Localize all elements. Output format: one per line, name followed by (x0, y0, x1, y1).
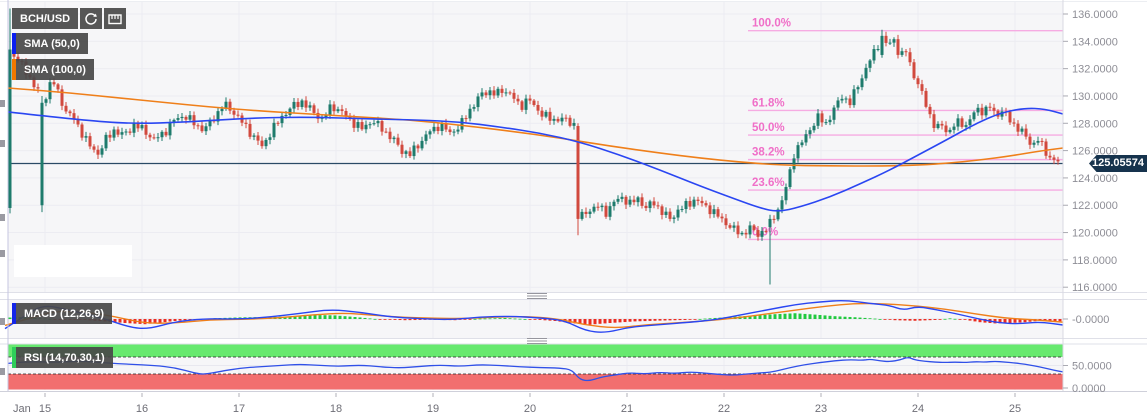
price-tick-label: 136.0000 (1072, 9, 1118, 21)
macd-line (4, 300, 1064, 333)
fib-level-label: 23.6% (752, 177, 785, 189)
symbol-toolbar: BCH/USD (12, 8, 127, 29)
sma50-label: SMA (50,0) (24, 37, 80, 50)
pane-background (8, 2, 1063, 292)
time-tick-label: 19 (427, 403, 439, 415)
time-tick-label: 20 (524, 403, 536, 415)
rsi-pane (7, 344, 1064, 390)
time-tick-label: 23 (815, 403, 827, 415)
sma100-color-swatch (12, 59, 16, 80)
price-tick-label: 128.0000 (1072, 118, 1118, 130)
fib-retracement[interactable]: 100.0% 61.8% 50.0% 38.2% 23.6% 0.0% (748, 18, 1063, 241)
scale-drag-mark[interactable] (0, 214, 5, 221)
fib-level-label: 38.2% (752, 147, 785, 159)
fib-level-label: 61.8% (752, 97, 785, 109)
watermark-blank (14, 245, 132, 277)
price-tick-label: 134.0000 (1072, 36, 1118, 48)
time-tick-label: 15 (39, 403, 51, 415)
indicator-tick-label: 0.0000 (1072, 383, 1106, 395)
time-tick-label: 18 (330, 403, 342, 415)
indicator-tick-label: -0.0000 (1072, 314, 1109, 326)
price-tick-label: 130.0000 (1072, 91, 1118, 103)
scale-drag-mark[interactable] (0, 140, 5, 147)
time-tick-label: 24 (912, 403, 924, 415)
rsi-line (7, 357, 1064, 382)
time-tick-label: 22 (718, 403, 730, 415)
rsi-color-swatch (12, 347, 16, 368)
rsi-overbought-band (8, 344, 1063, 357)
time-scale[interactable]: Jan 15 16 17 18 19 20 21 22 23 24 25 (13, 393, 1021, 415)
time-tick-label: 17 (233, 403, 245, 415)
last-price-badge: 125.05574 (1089, 154, 1147, 172)
symbol-text: BCH/USD (20, 12, 71, 25)
time-tick-label: 25 (1009, 403, 1021, 415)
price-tick-label: 124.0000 (1072, 173, 1118, 185)
pane-resize-handle-rsi[interactable] (527, 338, 547, 345)
measure-button[interactable] (104, 8, 127, 29)
price-tick-label: 118.0000 (1072, 255, 1117, 267)
time-tick-label: Jan (13, 403, 31, 415)
scale-drag-mark[interactable] (0, 368, 5, 375)
macd-pane (4, 300, 1064, 333)
last-price-text: 125.05574 (1092, 157, 1144, 170)
refresh-button[interactable] (80, 8, 103, 29)
price-tick-label: 116.0000 (1072, 282, 1117, 294)
macd-label: MACD (12,26,9) (24, 307, 105, 320)
measure-icon (108, 13, 122, 24)
rsi-label: RSI (14,70,30,1) (24, 351, 105, 364)
price-tick-label: 126.0000 (1072, 146, 1118, 158)
scale-drag-mark[interactable] (0, 250, 5, 257)
symbol-label: BCH/USD (12, 8, 79, 29)
price-tick-label: 122.0000 (1072, 200, 1118, 212)
indicator-tick-label: 50.0000 (1072, 361, 1112, 373)
fib-level-label: 50.0% (752, 122, 785, 134)
legend-sma50[interactable]: SMA (50,0) (12, 33, 88, 54)
scale-drag-mark[interactable] (0, 318, 5, 325)
scale-drag-mark[interactable] (0, 100, 5, 107)
price-tick-label: 120.0000 (1072, 228, 1118, 240)
sma50-line (7, 107, 1064, 212)
sma100-line (7, 87, 1064, 167)
price-scale[interactable]: 136.0000 134.0000 132.0000 130.0000 128.0000… (1063, 9, 1118, 395)
legend-rsi[interactable]: RSI (14,70,30,1) (12, 347, 113, 368)
fib-level-label: 100.0% (752, 18, 791, 30)
legend-macd[interactable]: MACD (12,26,9) (12, 303, 113, 324)
legend-sma100[interactable]: SMA (100,0) (12, 59, 94, 80)
time-tick-label: 16 (136, 403, 148, 415)
time-tick-label: 21 (621, 403, 633, 415)
price-tick-label: 132.0000 (1072, 64, 1118, 76)
rsi-oversold-band (8, 374, 1063, 390)
sma100-label: SMA (100,0) (24, 63, 86, 76)
refresh-icon (85, 12, 97, 25)
macd-color-swatch (12, 303, 16, 324)
sma50-color-swatch (12, 33, 16, 54)
fib-level-label: 0.0% (752, 226, 778, 238)
pane-resize-handle-macd[interactable] (527, 293, 547, 300)
